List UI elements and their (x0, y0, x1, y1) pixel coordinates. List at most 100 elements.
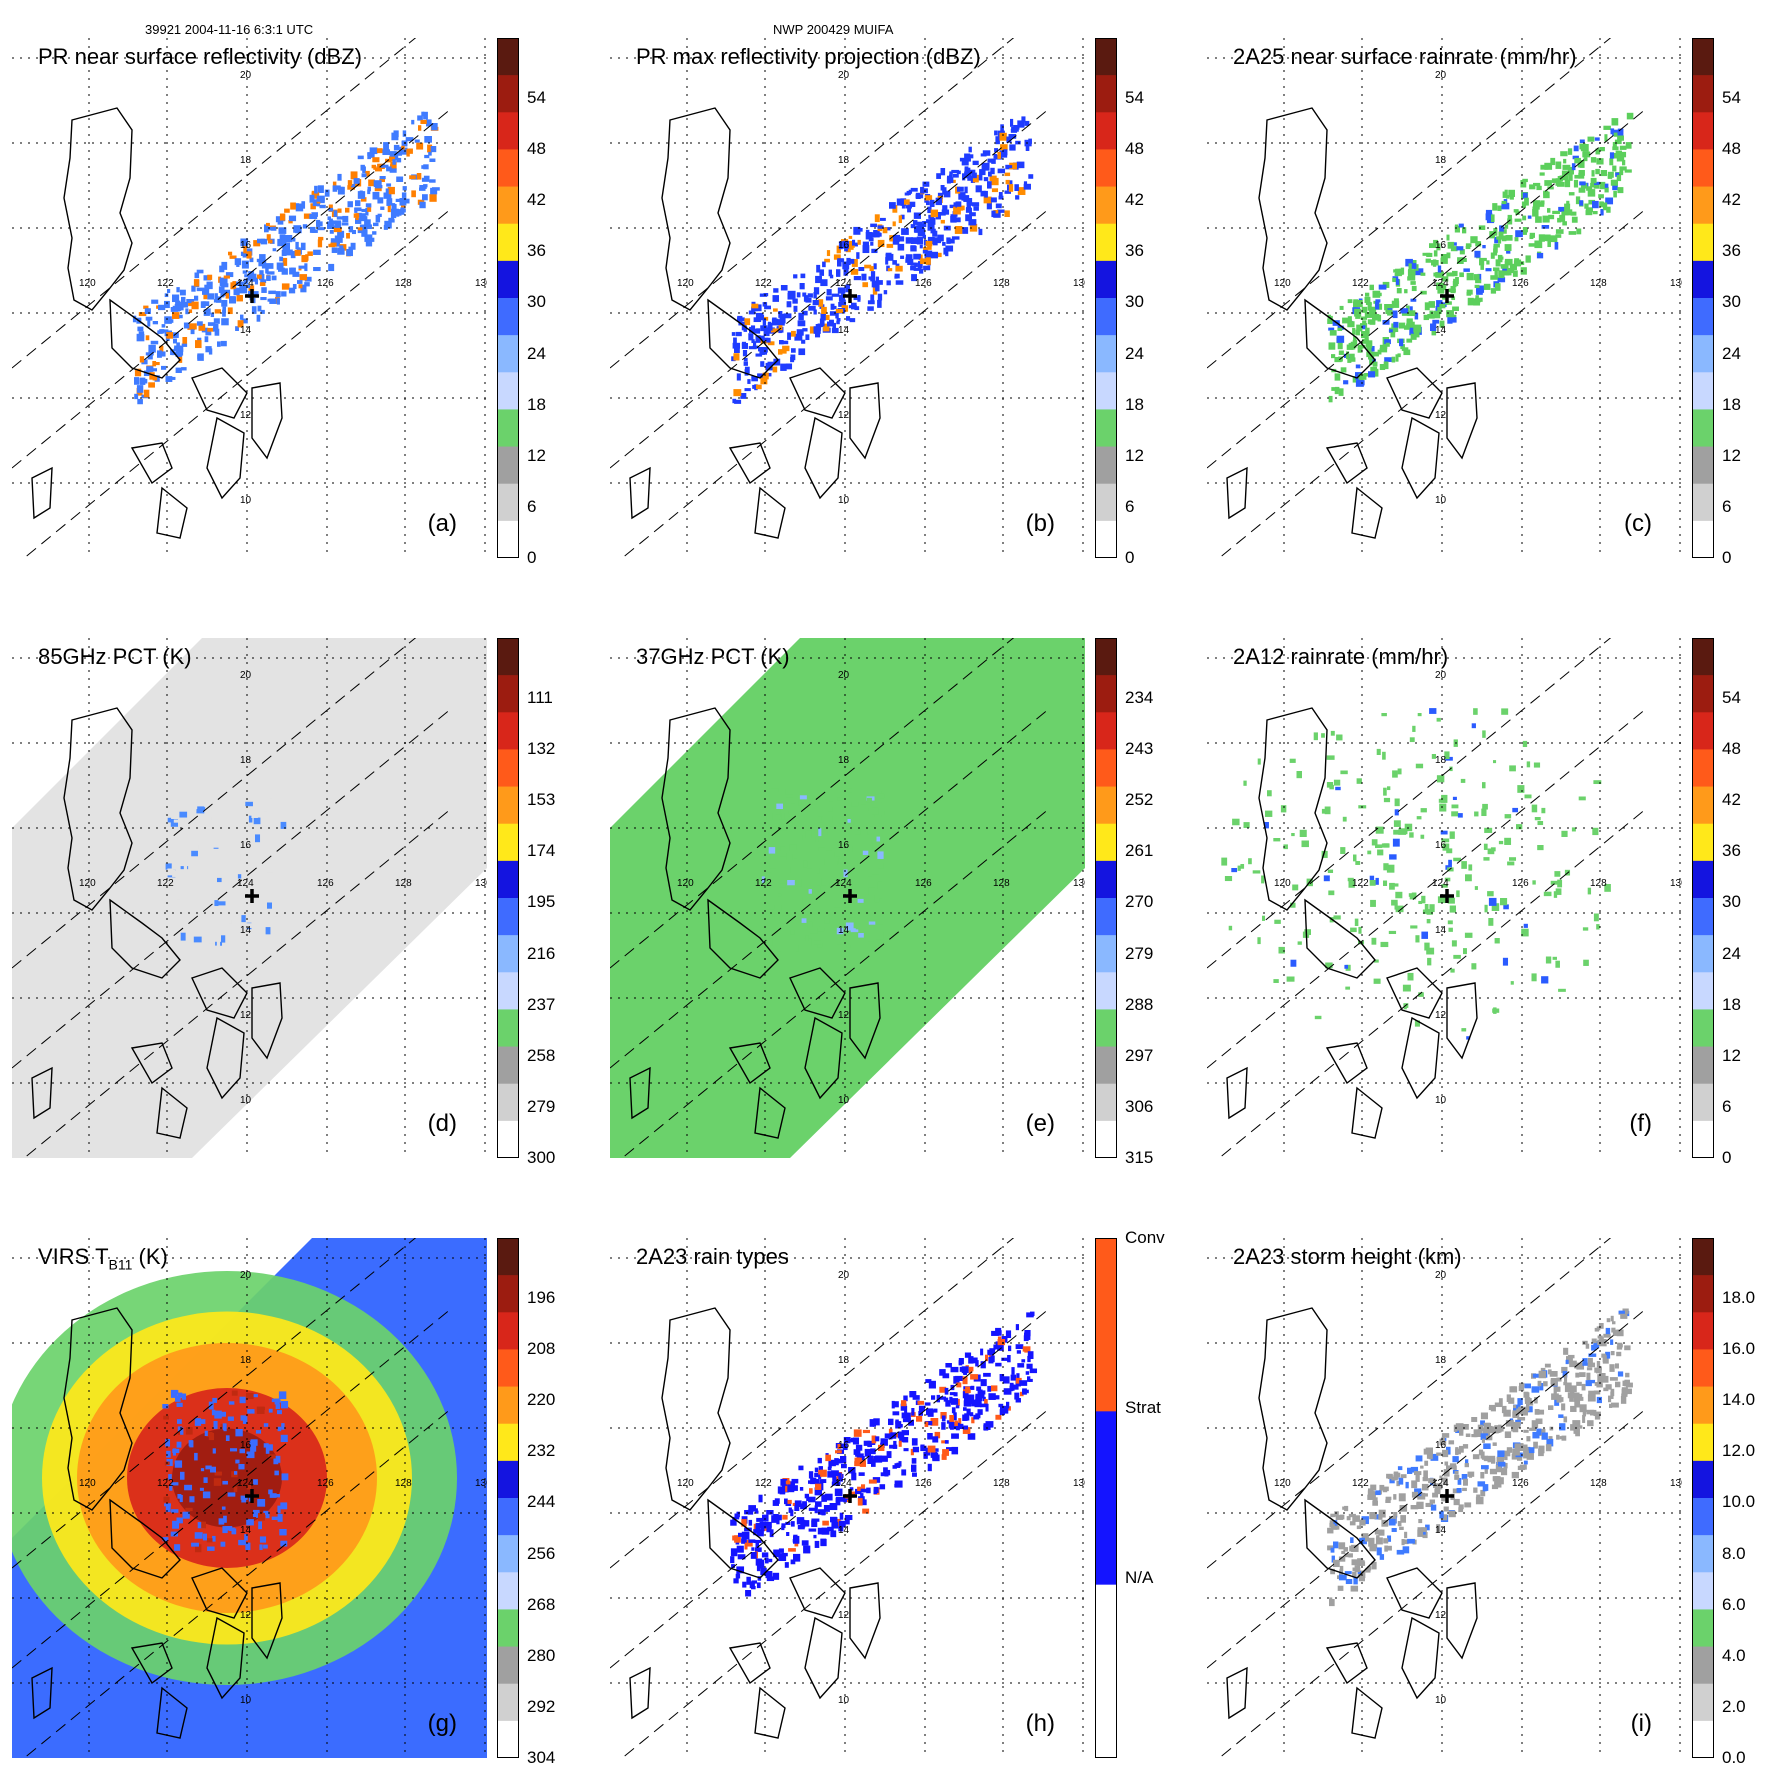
latitude-label: 14 (1435, 1525, 1447, 1536)
colorbar-label: 24 (1722, 943, 1741, 963)
colorbar-segment (1692, 1572, 1714, 1610)
panel-title-text: 2A12 rainrate (mm/hr) (1233, 644, 1449, 669)
coastline (109, 298, 181, 379)
colorbar (1692, 38, 1714, 558)
colorbar-segment (1692, 1460, 1714, 1499)
map-canvas: 120 122 124 126 128 130 20 18 16 14 12 10 (1207, 1238, 1682, 1758)
longitude-label: 120 (79, 278, 96, 289)
latitude-label: 18 (1435, 155, 1447, 166)
swath-coverage (12, 638, 487, 1158)
colorbar-label: 6.0 (1722, 1594, 1746, 1614)
coastline (1386, 1567, 1443, 1619)
colorbar-label: 30 (1722, 292, 1741, 312)
colorbar-segment (497, 1312, 519, 1350)
colorbar-label: 244 (527, 1492, 556, 1512)
colorbar-label: 30 (1722, 892, 1741, 912)
latitude-label: 20 (838, 1270, 850, 1281)
colorbar-segment (497, 298, 519, 336)
colorbar-segment (1692, 1683, 1714, 1722)
colorbar-segment (1692, 638, 1714, 676)
latitude-label: 12 (1435, 1010, 1447, 1021)
latitude-label: 20 (1435, 670, 1447, 681)
colorbar-segment (1095, 1120, 1117, 1158)
colorbar-label: 315 (1125, 1148, 1154, 1167)
panel-title-suffix: (K) (132, 1244, 168, 1269)
latitude-label: 12 (838, 410, 850, 421)
colorbar-segment (497, 1009, 519, 1048)
coastline (754, 1686, 786, 1739)
coastline (707, 898, 779, 979)
coastline (789, 367, 846, 419)
longitude-label: 122 (157, 878, 174, 889)
panel-title-text: 37GHz PCT (K) (636, 644, 790, 669)
storm-center-marker (843, 1489, 857, 1503)
colorbar-label: 42 (1722, 190, 1741, 210)
colorbar-segment (1095, 1009, 1117, 1048)
coastline (1325, 1642, 1368, 1685)
colorbar-segment (1095, 712, 1117, 750)
colorbar-segment (1692, 1349, 1714, 1388)
latitude-label: 12 (240, 410, 252, 421)
storm-center-marker (1440, 889, 1454, 903)
colorbar-label: 30 (527, 292, 546, 312)
longitude-label: 124 (1432, 1478, 1449, 1489)
colorbar-segment (497, 1572, 519, 1610)
coastline (1304, 898, 1376, 979)
latitude-label: 10 (240, 1095, 252, 1106)
panel-title-subscript: B11 (108, 1256, 133, 1273)
coastline (1401, 1016, 1440, 1100)
colorbar-segment (1692, 1386, 1714, 1425)
latitude-label: 10 (240, 1695, 252, 1706)
colorbar-segment (1095, 898, 1117, 936)
colorbar-segment (497, 223, 519, 262)
colorbar-label: 36 (527, 241, 546, 261)
colorbar-segment (1692, 749, 1714, 788)
coastline (1351, 1086, 1383, 1139)
coastline (661, 707, 731, 911)
panel-title: 37GHz PCT (K) (636, 644, 790, 670)
panel-title: 85GHz PCT (K) (38, 644, 192, 670)
colorbar-segment (497, 335, 519, 373)
latitude-label: 12 (1435, 410, 1447, 421)
colorbar-segment (1692, 372, 1714, 410)
colorbar-label: 18 (1722, 994, 1741, 1014)
coastline (1386, 367, 1443, 419)
longitude-label: 126 (1512, 278, 1529, 289)
colorbar-segment (1692, 112, 1714, 150)
panel-letter: (h) (1025, 1710, 1055, 1737)
longitude-label: 130 (1670, 878, 1682, 889)
colorbar-label: 42 (1722, 790, 1741, 810)
longitude-label: 128 (993, 878, 1010, 889)
map-canvas: 120 122 124 126 128 130 20 18 16 14 12 10 (610, 638, 1085, 1158)
longitude-label: 128 (993, 1478, 1010, 1489)
colorbar-segment (1692, 298, 1714, 336)
coastline (31, 1666, 53, 1720)
longitude-label: 128 (1590, 1478, 1607, 1489)
colorbar-label: 232 (527, 1441, 556, 1461)
colorbar-label: 18.0 (1722, 1288, 1756, 1307)
coastline (1386, 967, 1443, 1019)
colorbar-label: 48 (527, 139, 546, 159)
echo-pixels (1221, 708, 1611, 1040)
colorbar-segment (1095, 1411, 1117, 1586)
colorbar-label: 36 (1125, 241, 1144, 261)
latitude-label: 10 (1435, 495, 1447, 506)
coastline (1446, 982, 1478, 1060)
latitude-label: 20 (838, 670, 850, 681)
colorbar-segment (1692, 1083, 1714, 1122)
coastline (251, 1582, 283, 1660)
coastline (789, 967, 846, 1019)
colorbar-segment (497, 1349, 519, 1388)
panel-title-text: 2A25 near surface rainrate (mm/hr) (1233, 44, 1577, 69)
colorbar-segment (1095, 409, 1117, 448)
colorbar-segment (497, 75, 519, 113)
coastline (63, 707, 133, 911)
storm-center-marker (245, 889, 259, 903)
panel-letter: (a) (427, 510, 457, 537)
coastline (156, 1086, 188, 1139)
colorbar-segment (1692, 1498, 1714, 1536)
latitude-label: 18 (838, 1355, 850, 1366)
colorbar-segment (1095, 860, 1117, 899)
latitude-label: 16 (240, 240, 252, 251)
colorbar-segment (1095, 186, 1117, 225)
